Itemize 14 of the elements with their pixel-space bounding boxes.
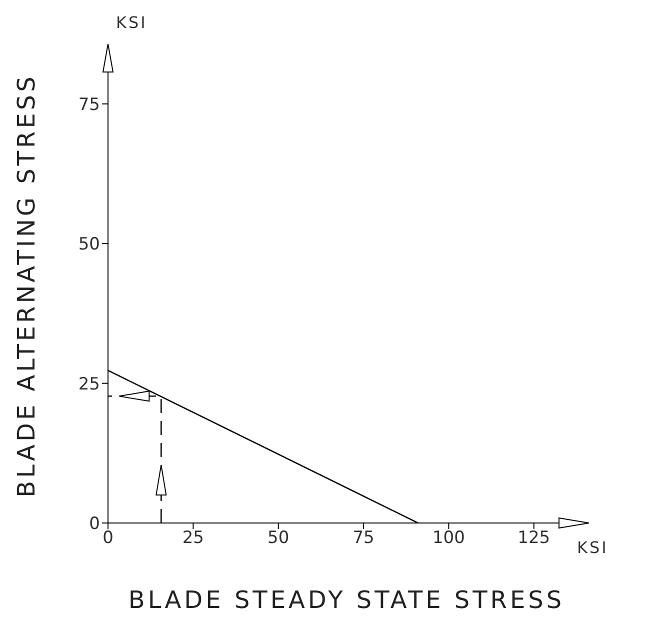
x-tick-label: 100 (432, 528, 465, 548)
x-tick-label: 25 (182, 528, 204, 548)
y-tick-label: 25 (78, 374, 100, 394)
x-tick-label: 0 (102, 528, 114, 548)
x-tick-label: 75 (352, 528, 374, 548)
x-tick-label: 125 (518, 528, 550, 548)
y-axis-title: BLADE ALTERNATING STRESS (12, 74, 41, 498)
y-tick-label: 0 (89, 514, 100, 534)
text: KSI (116, 13, 148, 32)
x-tick-label: 50 (268, 528, 290, 548)
x-axis-title: BLADE STEADY STATE STRESS (128, 586, 565, 614)
y-tick-label: 50 (78, 234, 100, 255)
text: KSI (577, 538, 608, 557)
y-tick-label: 75 (78, 94, 100, 115)
